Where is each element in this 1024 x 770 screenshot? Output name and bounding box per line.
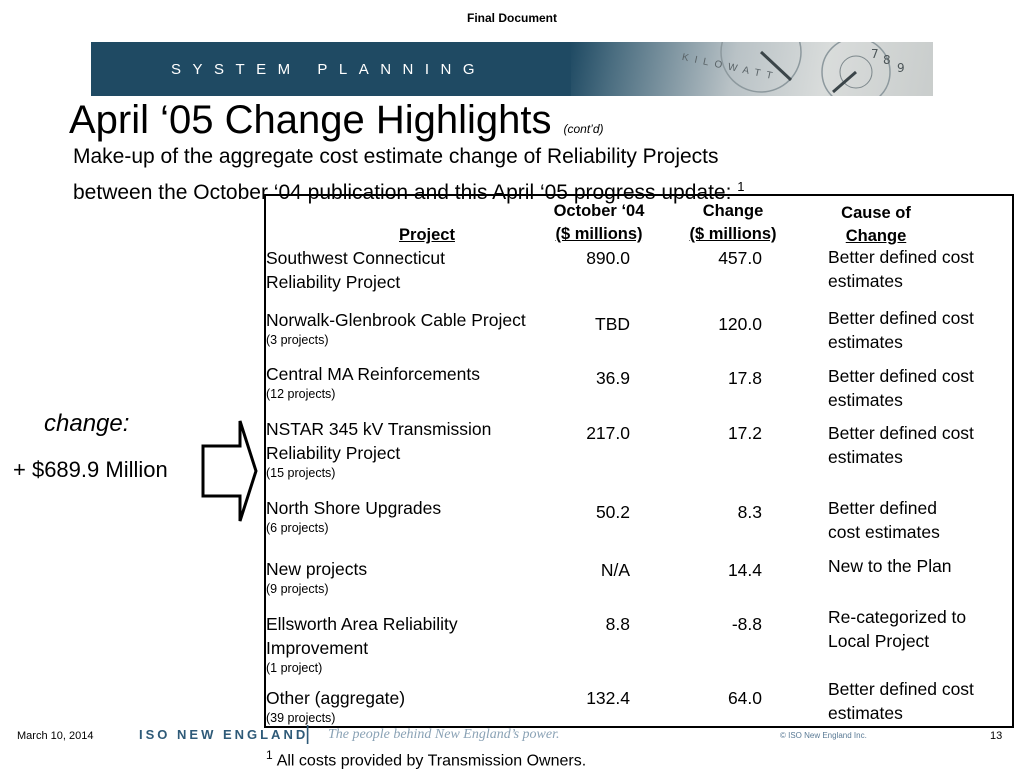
header-cause: Cause of Change: [826, 202, 926, 248]
row-change-value: 120.0: [718, 314, 762, 334]
row-october-value: 132.4: [586, 688, 630, 708]
row-cause: Better defined cost estimates: [828, 366, 974, 410]
header-project: Project: [399, 226, 455, 244]
row-cause: Better defined cost estimates: [828, 498, 940, 542]
footnote-marker: 1: [266, 748, 273, 762]
table-row: Southwest Connecticut Reliability Projec…: [266, 246, 445, 294]
page-subtitle: Make-up of the aggregate cost estimate c…: [73, 142, 913, 208]
row-project-name: Other (aggregate): [266, 688, 406, 708]
svg-text:8: 8: [883, 53, 891, 67]
row-change-value: 8.3: [737, 502, 762, 522]
right-arrow-icon: [200, 418, 260, 529]
title-main: April ‘05 Change Highlights: [69, 98, 552, 142]
footer-copyright: © ISO New England Inc.: [780, 731, 867, 740]
table-row: New projects (9 projects): [266, 557, 367, 597]
row-project-name: North Shore Upgrades: [266, 498, 442, 518]
row-project-name: NSTAR 345 kV Transmission: [266, 419, 492, 439]
row-project-count: (9 projects): [266, 582, 329, 596]
row-cause: Better defined cost estimates: [828, 679, 974, 723]
row-project-name: New projects: [266, 559, 368, 579]
row-october-value: 36.9: [595, 368, 630, 388]
row-project-name: Ellsworth Area Reliability: [266, 614, 458, 634]
table-row: Ellsworth Area Reliability Improvement (…: [266, 612, 458, 676]
row-project-count: (12 projects): [266, 387, 336, 401]
row-cause: Better defined cost estimates: [828, 247, 974, 291]
row-project-name-2: Improvement: [266, 638, 369, 658]
row-october-value: 217.0: [586, 423, 630, 443]
row-cause: New to the Plan: [828, 556, 952, 576]
row-project-name-2: Reliability Project: [266, 443, 401, 463]
header-cause-line-2: Change: [845, 227, 907, 245]
row-project-count: (6 projects): [266, 521, 329, 535]
row-change-value: 457.0: [718, 248, 762, 268]
final-document-label: Final Document: [466, 11, 557, 25]
page-number: 13: [990, 730, 1003, 742]
title-cont: (cont’d): [563, 122, 604, 136]
row-change-value: 14.4: [727, 560, 762, 580]
row-cause: Re-categorized to Local Project: [828, 607, 967, 651]
table-row: NSTAR 345 kV Transmission Reliability Pr…: [266, 417, 491, 481]
subtitle-footnote-marker: 1: [737, 179, 745, 194]
header-october-line-1: October ‘04: [553, 202, 645, 220]
subtitle-line-1: Make-up of the aggregate cost estimate c…: [73, 145, 719, 168]
row-project-count: (3 projects): [266, 333, 329, 347]
footer-separator: |: [305, 723, 311, 745]
row-october-value: 8.8: [605, 614, 630, 634]
row-change-value: 64.0: [727, 688, 762, 708]
table-row: Other (aggregate) (39 projects): [266, 686, 405, 726]
row-project-name: Southwest Connecticut: [266, 248, 445, 268]
header-change: Change ($ millions): [672, 200, 794, 246]
subtitle-line-2: between the October ‘04 publication and …: [73, 181, 732, 204]
table-row: North Shore Upgrades (6 projects): [266, 496, 441, 536]
header-cause-line-1: Cause of: [841, 204, 911, 222]
row-project-name: Central MA Reinforcements: [266, 364, 480, 384]
table-row: Central MA Reinforcements (12 projects): [266, 362, 480, 402]
change-callout-label: change:: [44, 410, 130, 437]
meter-dial-art: 8 9 7 KILOWATT: [571, 42, 933, 96]
header-october: October ‘04 ($ millions): [536, 200, 662, 246]
header-change-line-2: ($ millions): [689, 225, 777, 243]
row-project-count: (1 project): [266, 661, 323, 675]
row-october-value: N/A: [600, 560, 630, 580]
row-change-value: 17.8: [727, 368, 762, 388]
row-october-value: TBD: [595, 314, 630, 334]
svg-text:7: 7: [871, 47, 879, 61]
row-project-name-2: Reliability Project: [266, 272, 401, 292]
row-project-count: (15 projects): [266, 466, 336, 480]
change-callout-value: + $689.9 Million: [13, 457, 168, 482]
banner-title: SYSTEM PLANNING: [171, 61, 487, 78]
row-cause: Better defined cost estimates: [828, 308, 974, 352]
cost-change-table: Project October ‘04 ($ millions) Change …: [264, 194, 1014, 728]
row-project-name: Norwalk-Glenbrook Cable Project: [266, 310, 526, 330]
row-cause: Better defined cost estimates: [828, 423, 974, 467]
header-october-line-2: ($ millions): [555, 225, 643, 243]
header-change-line-1: Change: [702, 202, 764, 220]
iso-new-england-logo: ISO NEW ENGLAND: [139, 727, 309, 742]
row-change-value: -8.8: [731, 614, 762, 634]
footer-tagline: The people behind New England’s power.: [328, 727, 560, 742]
row-change-value: 17.2: [727, 423, 762, 443]
footer-date: March 10, 2014: [17, 730, 94, 742]
system-planning-banner: 8 9 7 KILOWATT SYSTEM PLANNING: [91, 42, 933, 96]
footnote: 1 All costs provided by Transmission Owne…: [266, 748, 586, 770]
row-project-count: (39 projects): [266, 711, 336, 725]
page-title: April ‘05 Change Highlights (cont’d): [69, 96, 604, 153]
row-october-value: 890.0: [586, 248, 630, 268]
table-row: Norwalk-Glenbrook Cable Project (3 proje…: [266, 308, 526, 348]
svg-text:9: 9: [897, 61, 905, 75]
footnote-text: All costs provided by Transmission Owner…: [276, 752, 587, 770]
row-october-value: 50.2: [595, 502, 630, 522]
